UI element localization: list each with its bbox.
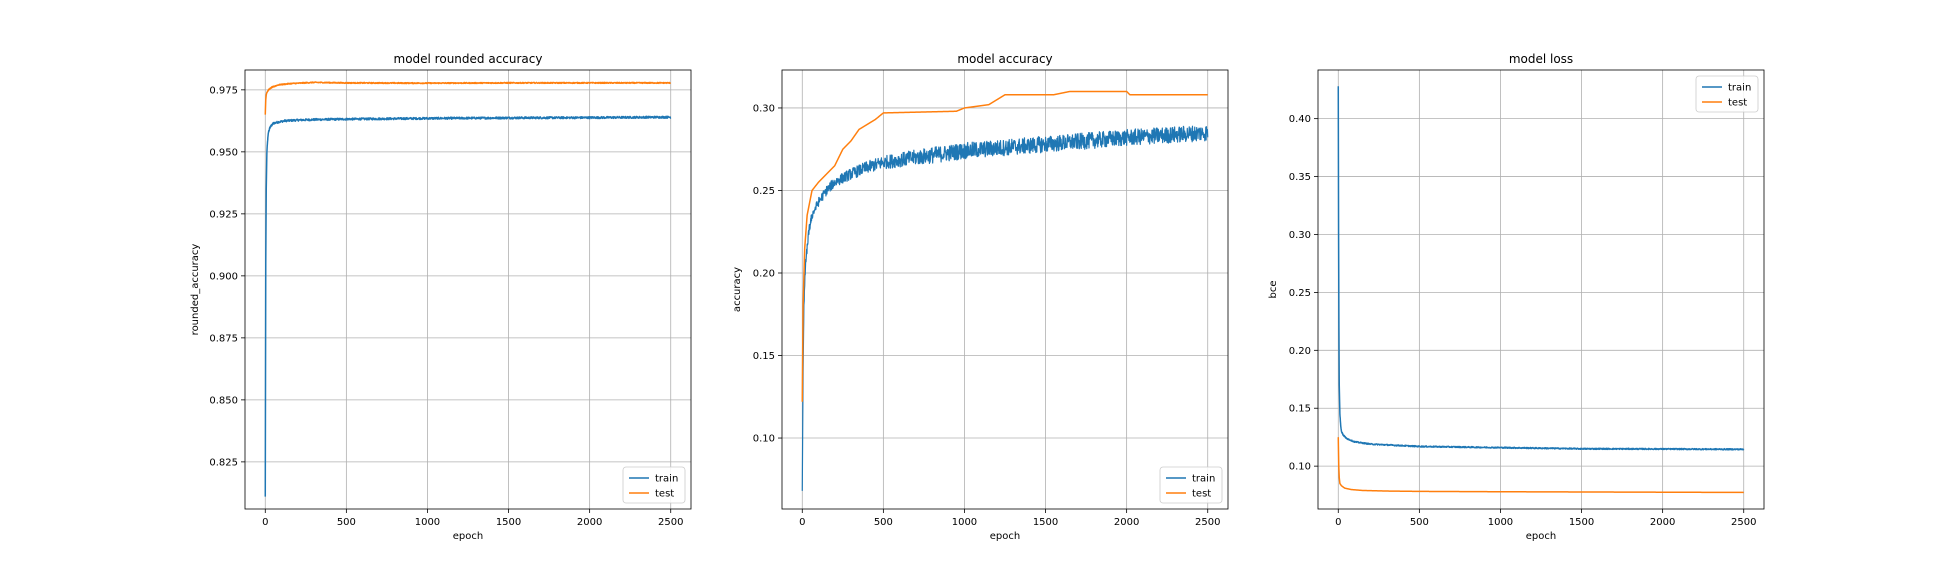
x-axis-label: epoch <box>1526 531 1556 542</box>
x-tick-label: 1000 <box>415 517 440 528</box>
y-tick-label: 0.25 <box>1289 288 1311 299</box>
x-tick-label: 2000 <box>1114 517 1139 528</box>
y-axis-label: bce <box>1268 281 1279 299</box>
chart-panel-2: 0 500 1000 1500 2000 2500 0.10 0.15 0.20 0.25 0.30… <box>732 52 1229 542</box>
y-tick-label: 0.10 <box>1289 462 1311 473</box>
y-tick-label: 0.925 <box>209 209 238 220</box>
x-tick-label: 2500 <box>1195 517 1220 528</box>
x-tick-label: 2000 <box>577 517 602 528</box>
y-axis-label: rounded_accuracy <box>190 244 201 336</box>
y-tick-label: 0.15 <box>1289 404 1311 415</box>
legend-label-test: test <box>655 489 674 500</box>
y-axis-label: accuracy <box>732 267 743 312</box>
chart-panel-3: 0 500 1000 1500 2000 2500 0.10 0.15 0.20 0.25 0.30… <box>1268 52 1765 542</box>
y-tick-label: 0.30 <box>1289 230 1311 241</box>
series-line-test <box>264 81 672 115</box>
x-tick-label: 0 <box>1335 517 1341 528</box>
x-tick-label: 2500 <box>1731 517 1756 528</box>
y-tick-label: 0.825 <box>209 457 238 468</box>
x-tick-label: 2500 <box>658 517 683 528</box>
legend-label-test: test <box>1728 98 1747 109</box>
y-tick-label: 0.35 <box>1289 172 1311 183</box>
axes-frame <box>1317 69 1765 510</box>
x-tick-label: 2000 <box>1650 517 1675 528</box>
y-tick-label: 0.25 <box>753 186 775 197</box>
legend-box <box>1159 466 1223 504</box>
series-line-train <box>264 115 672 497</box>
x-tick-label: 0 <box>262 517 268 528</box>
legend-label-test: test <box>1192 489 1211 500</box>
legend: train test <box>1695 75 1759 113</box>
chart-title: model rounded accuracy <box>394 52 543 66</box>
x-tick-label: 1000 <box>1488 517 1513 528</box>
series-line-train <box>801 125 1209 491</box>
legend-box <box>622 466 686 504</box>
axes-frame <box>781 69 1229 510</box>
y-tick-label: 0.10 <box>753 434 775 445</box>
x-tick-label: 1500 <box>1033 517 1058 528</box>
x-tick-label: 0 <box>799 517 805 528</box>
y-tick-label: 0.975 <box>209 85 238 96</box>
series-line-test <box>1337 437 1745 494</box>
y-tick-label: 0.30 <box>753 103 775 114</box>
legend: train test <box>622 466 686 504</box>
legend-label-train: train <box>655 474 678 485</box>
series-line-test <box>801 90 1209 402</box>
x-tick-label: 500 <box>337 517 356 528</box>
legend: train test <box>1159 466 1223 504</box>
y-tick-label: 0.900 <box>209 271 238 282</box>
chart-title: model accuracy <box>957 52 1052 66</box>
legend-box <box>1695 75 1759 113</box>
x-axis-label: epoch <box>453 531 483 542</box>
y-tick-label: 0.15 <box>753 351 775 362</box>
axes-frame <box>244 69 692 510</box>
legend-label-train: train <box>1728 83 1751 94</box>
series-line-train <box>1337 86 1745 451</box>
chart-panel-1: 0 500 1000 1500 2000 2500 0.825 0.850 0.875 0.900… <box>190 52 692 542</box>
y-tick-label: 0.40 <box>1289 114 1311 125</box>
y-tick-label: 0.875 <box>209 333 238 344</box>
x-tick-label: 500 <box>1410 517 1429 528</box>
x-tick-label: 500 <box>874 517 893 528</box>
x-axis-label: epoch <box>990 531 1020 542</box>
x-tick-label: 1000 <box>952 517 977 528</box>
y-tick-label: 0.950 <box>209 147 238 158</box>
x-tick-label: 1500 <box>496 517 521 528</box>
y-tick-label: 0.20 <box>753 268 775 279</box>
y-tick-label: 0.20 <box>1289 346 1311 357</box>
x-tick-label: 1500 <box>1569 517 1594 528</box>
legend-label-train: train <box>1192 474 1215 485</box>
y-tick-label: 0.850 <box>209 395 238 406</box>
chart-title: model loss <box>1509 52 1573 66</box>
